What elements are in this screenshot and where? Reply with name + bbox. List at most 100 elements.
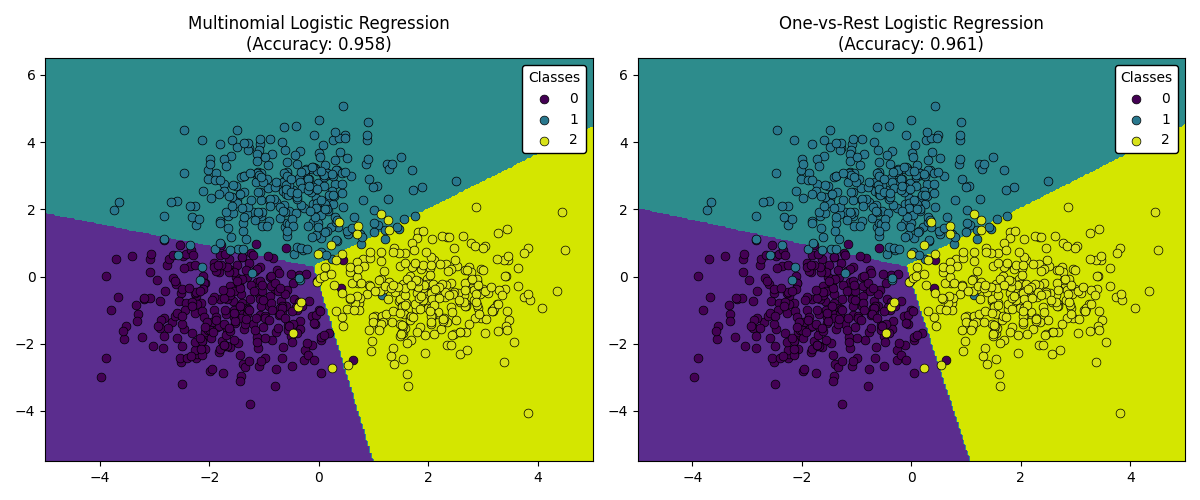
2 <box>404 261 424 269</box>
0 <box>204 294 223 302</box>
0 <box>173 320 192 328</box>
2 <box>449 296 468 304</box>
0 <box>799 266 818 274</box>
2 <box>444 290 463 298</box>
0 <box>203 366 222 374</box>
1 <box>869 184 888 192</box>
2 <box>1080 327 1099 335</box>
2 <box>390 296 409 304</box>
1 <box>793 194 812 202</box>
1 <box>899 194 918 202</box>
1 <box>880 242 899 250</box>
0 <box>259 316 278 324</box>
1 <box>234 140 253 147</box>
2 <box>942 299 961 307</box>
0 <box>277 286 296 294</box>
2 <box>990 370 1009 378</box>
0 <box>814 282 833 290</box>
1 <box>260 196 280 203</box>
1 <box>299 185 318 193</box>
0 <box>196 345 215 353</box>
1 <box>222 152 241 160</box>
2 <box>406 258 425 266</box>
1 <box>226 182 245 190</box>
1 <box>228 196 247 203</box>
0 <box>187 350 206 358</box>
2 <box>433 318 452 326</box>
0 <box>194 279 214 287</box>
0 <box>185 289 204 297</box>
0 <box>174 252 193 260</box>
0 <box>808 306 827 314</box>
1 <box>304 200 323 208</box>
1 <box>175 126 194 134</box>
0 <box>802 268 821 276</box>
2 <box>409 278 428 285</box>
1 <box>917 192 936 200</box>
1 <box>223 208 242 216</box>
2 <box>1024 260 1043 268</box>
0 <box>192 338 211 345</box>
1 <box>946 196 965 203</box>
1 <box>870 172 889 180</box>
0 <box>860 266 880 274</box>
2 <box>956 318 976 326</box>
2 <box>401 272 420 280</box>
1 <box>359 118 378 126</box>
2 <box>348 230 367 238</box>
0 <box>246 240 265 248</box>
1 <box>317 170 336 177</box>
2 <box>461 240 480 248</box>
1 <box>1004 182 1024 190</box>
0 <box>732 294 751 302</box>
0 <box>803 345 822 353</box>
1 <box>286 151 305 159</box>
1 <box>904 248 923 256</box>
0 <box>192 344 211 352</box>
0 <box>844 263 863 271</box>
1 <box>869 180 888 188</box>
0 <box>218 290 238 298</box>
2 <box>1055 276 1074 284</box>
2 <box>488 300 508 308</box>
2 <box>494 358 514 366</box>
2 <box>397 339 416 347</box>
0 <box>775 298 794 306</box>
0 <box>223 296 242 304</box>
1 <box>854 150 874 158</box>
2 <box>1074 306 1093 314</box>
1 <box>900 223 919 231</box>
2 <box>986 280 1006 287</box>
0 <box>232 314 251 322</box>
1 <box>274 178 293 186</box>
2 <box>461 268 480 276</box>
0 <box>101 306 120 314</box>
1 <box>193 188 212 196</box>
0 <box>122 252 142 260</box>
0 <box>247 278 266 285</box>
2 <box>1075 306 1094 314</box>
0 <box>253 296 272 304</box>
2 <box>344 306 364 314</box>
2 <box>1058 314 1078 322</box>
1 <box>918 128 937 136</box>
2 <box>1010 287 1030 295</box>
0 <box>262 272 281 280</box>
1 <box>238 146 257 154</box>
0 <box>833 306 852 314</box>
0 <box>209 268 228 276</box>
0 <box>833 358 852 366</box>
0 <box>774 352 793 360</box>
0 <box>240 358 259 366</box>
1 <box>809 208 828 216</box>
0 <box>780 300 799 308</box>
2 <box>361 348 380 356</box>
1 <box>301 207 320 215</box>
1 <box>259 216 278 224</box>
1 <box>882 174 901 182</box>
0 <box>167 280 186 288</box>
2 <box>439 290 458 298</box>
1 <box>919 218 938 226</box>
0 <box>883 317 902 325</box>
0 <box>234 325 253 333</box>
